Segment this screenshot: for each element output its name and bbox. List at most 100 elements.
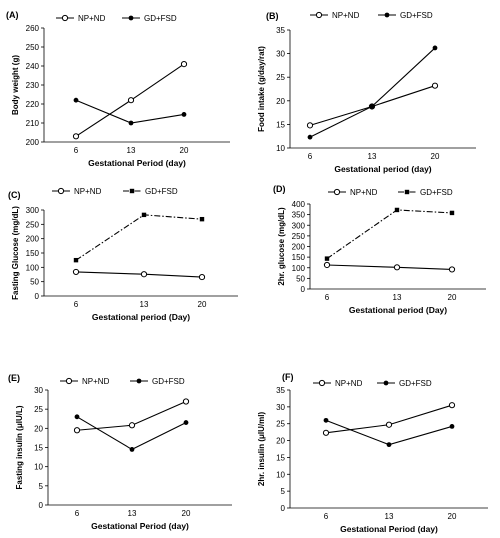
legend-label: GD+FSD	[400, 11, 433, 20]
y-tick-label: 230	[26, 81, 40, 90]
data-point	[432, 45, 438, 51]
x-axis-label: Gestational Period (day)	[91, 521, 189, 531]
y-tick-label: 0	[39, 501, 44, 510]
y-tick-label: 0	[301, 285, 306, 294]
x-tick-label: 6	[308, 152, 313, 161]
data-point	[141, 212, 147, 218]
y-axis-label: Food intake (g/day/rat)	[257, 46, 266, 132]
x-axis-label: Gestational period (day)	[334, 164, 431, 174]
legend-label: NP+ND	[74, 187, 102, 196]
y-tick-label: 300	[292, 221, 306, 230]
y-tick-label: 10	[276, 144, 285, 153]
legend-label: GD+FSD	[152, 377, 185, 386]
y-tick-label: 220	[26, 100, 40, 109]
y-tick-label: 30	[34, 386, 43, 395]
panel-label: (F)	[282, 372, 294, 382]
data-point	[183, 420, 189, 425]
chart-panel-6: (F) 0 5 10 15 20 25 30 35 6 13 20 Gestational Period…	[257, 372, 488, 534]
legend-label: GD+FSD	[144, 14, 177, 23]
y-tick-label: 15	[276, 120, 285, 129]
legend-marker	[57, 187, 65, 195]
legend-label: NP+ND	[332, 11, 360, 20]
y-tick-label: 200	[292, 243, 306, 252]
y-tick-label: 25	[276, 420, 285, 429]
data-point	[180, 61, 188, 68]
x-axis-label: Gestational period (Day)	[92, 312, 190, 322]
legend-marker	[315, 11, 323, 19]
panel-label: (A)	[6, 10, 19, 20]
data-point	[74, 414, 80, 420]
data-point	[394, 207, 400, 213]
x-tick-label: 6	[324, 512, 329, 521]
series-line-gd-fsd	[75, 99, 185, 124]
y-tick-label: 10	[276, 470, 285, 479]
data-point	[128, 120, 134, 126]
data-point	[323, 261, 331, 269]
legend-label: NP+ND	[350, 188, 378, 197]
data-point	[324, 256, 330, 261]
y-tick-label: 250	[26, 220, 40, 229]
x-tick-label: 13	[385, 512, 394, 521]
data-point	[306, 122, 314, 129]
x-tick-label: 20	[448, 512, 457, 521]
legend-marker	[129, 188, 135, 194]
y-tick-label: 100	[26, 263, 40, 272]
y-tick-label: 30	[276, 403, 285, 412]
legend-label: GD+FSD	[420, 188, 453, 197]
panel-label: (B)	[266, 11, 279, 21]
y-tick-label: 210	[26, 119, 40, 128]
y-tick-label: 400	[292, 200, 306, 209]
y-tick-label: 10	[34, 463, 43, 472]
data-point	[448, 266, 456, 273]
legend-label: GD+FSD	[145, 187, 178, 196]
data-point	[322, 429, 330, 436]
y-tick-label: 50	[30, 278, 39, 287]
x-axis-label: Gestational Period (day)	[88, 158, 186, 168]
x-tick-label: 20	[180, 146, 189, 155]
y-axis-label: Fasting Glucose (mg/dL)	[11, 206, 20, 300]
series-line-np-nd	[325, 404, 453, 434]
y-tick-label: 350	[292, 211, 306, 220]
y-tick-label: 20	[34, 424, 43, 433]
y-tick-label: 30	[276, 50, 285, 59]
data-point	[385, 421, 393, 428]
legend-label: GD+FSD	[399, 379, 432, 388]
y-tick-label: 15	[34, 444, 43, 453]
y-tick-label: 260	[26, 24, 40, 33]
data-point	[198, 273, 206, 281]
data-point	[129, 447, 135, 452]
legend-label: NP+ND	[78, 14, 106, 23]
legend-marker	[333, 188, 341, 196]
legend-label: NP+ND	[335, 379, 363, 388]
y-tick-label: 150	[26, 249, 40, 258]
y-tick-label: 240	[26, 62, 40, 71]
y-tick-label: 25	[276, 73, 285, 82]
data-point	[72, 133, 80, 140]
legend-label: NP+ND	[82, 377, 110, 386]
y-tick-label: 200	[26, 235, 40, 244]
y-axis-label: Body weight (g)	[11, 55, 20, 115]
y-tick-label: 50	[296, 274, 305, 283]
x-axis-label: Gestational Period (day)	[340, 524, 438, 534]
x-tick-label: 13	[128, 509, 137, 518]
x-tick-label: 13	[368, 152, 377, 161]
chart-panel-3: (C) 0 50 100 150 200 250 300 6 13 20 Gestational pe…	[8, 187, 238, 322]
data-point	[128, 422, 136, 429]
y-axis-label: 2hr. glucose (mg/dL)	[277, 207, 286, 286]
data-point	[369, 104, 375, 109]
x-tick-label: 13	[140, 300, 149, 309]
data-point	[73, 97, 79, 103]
x-tick-label: 6	[74, 300, 79, 309]
legend-marker	[384, 12, 390, 18]
chart-panel-5: (E) 0 5 10 15 20 25 30 6 13 20 Gestational Period (…	[8, 373, 232, 531]
y-tick-label: 15	[276, 453, 285, 462]
x-tick-label: 20	[198, 300, 207, 309]
y-tick-label: 20	[276, 437, 285, 446]
data-point	[431, 82, 439, 89]
series-line-gd-fsd	[309, 47, 436, 138]
y-tick-label: 200	[26, 138, 40, 147]
x-tick-label: 20	[182, 509, 191, 518]
data-point	[393, 264, 401, 271]
